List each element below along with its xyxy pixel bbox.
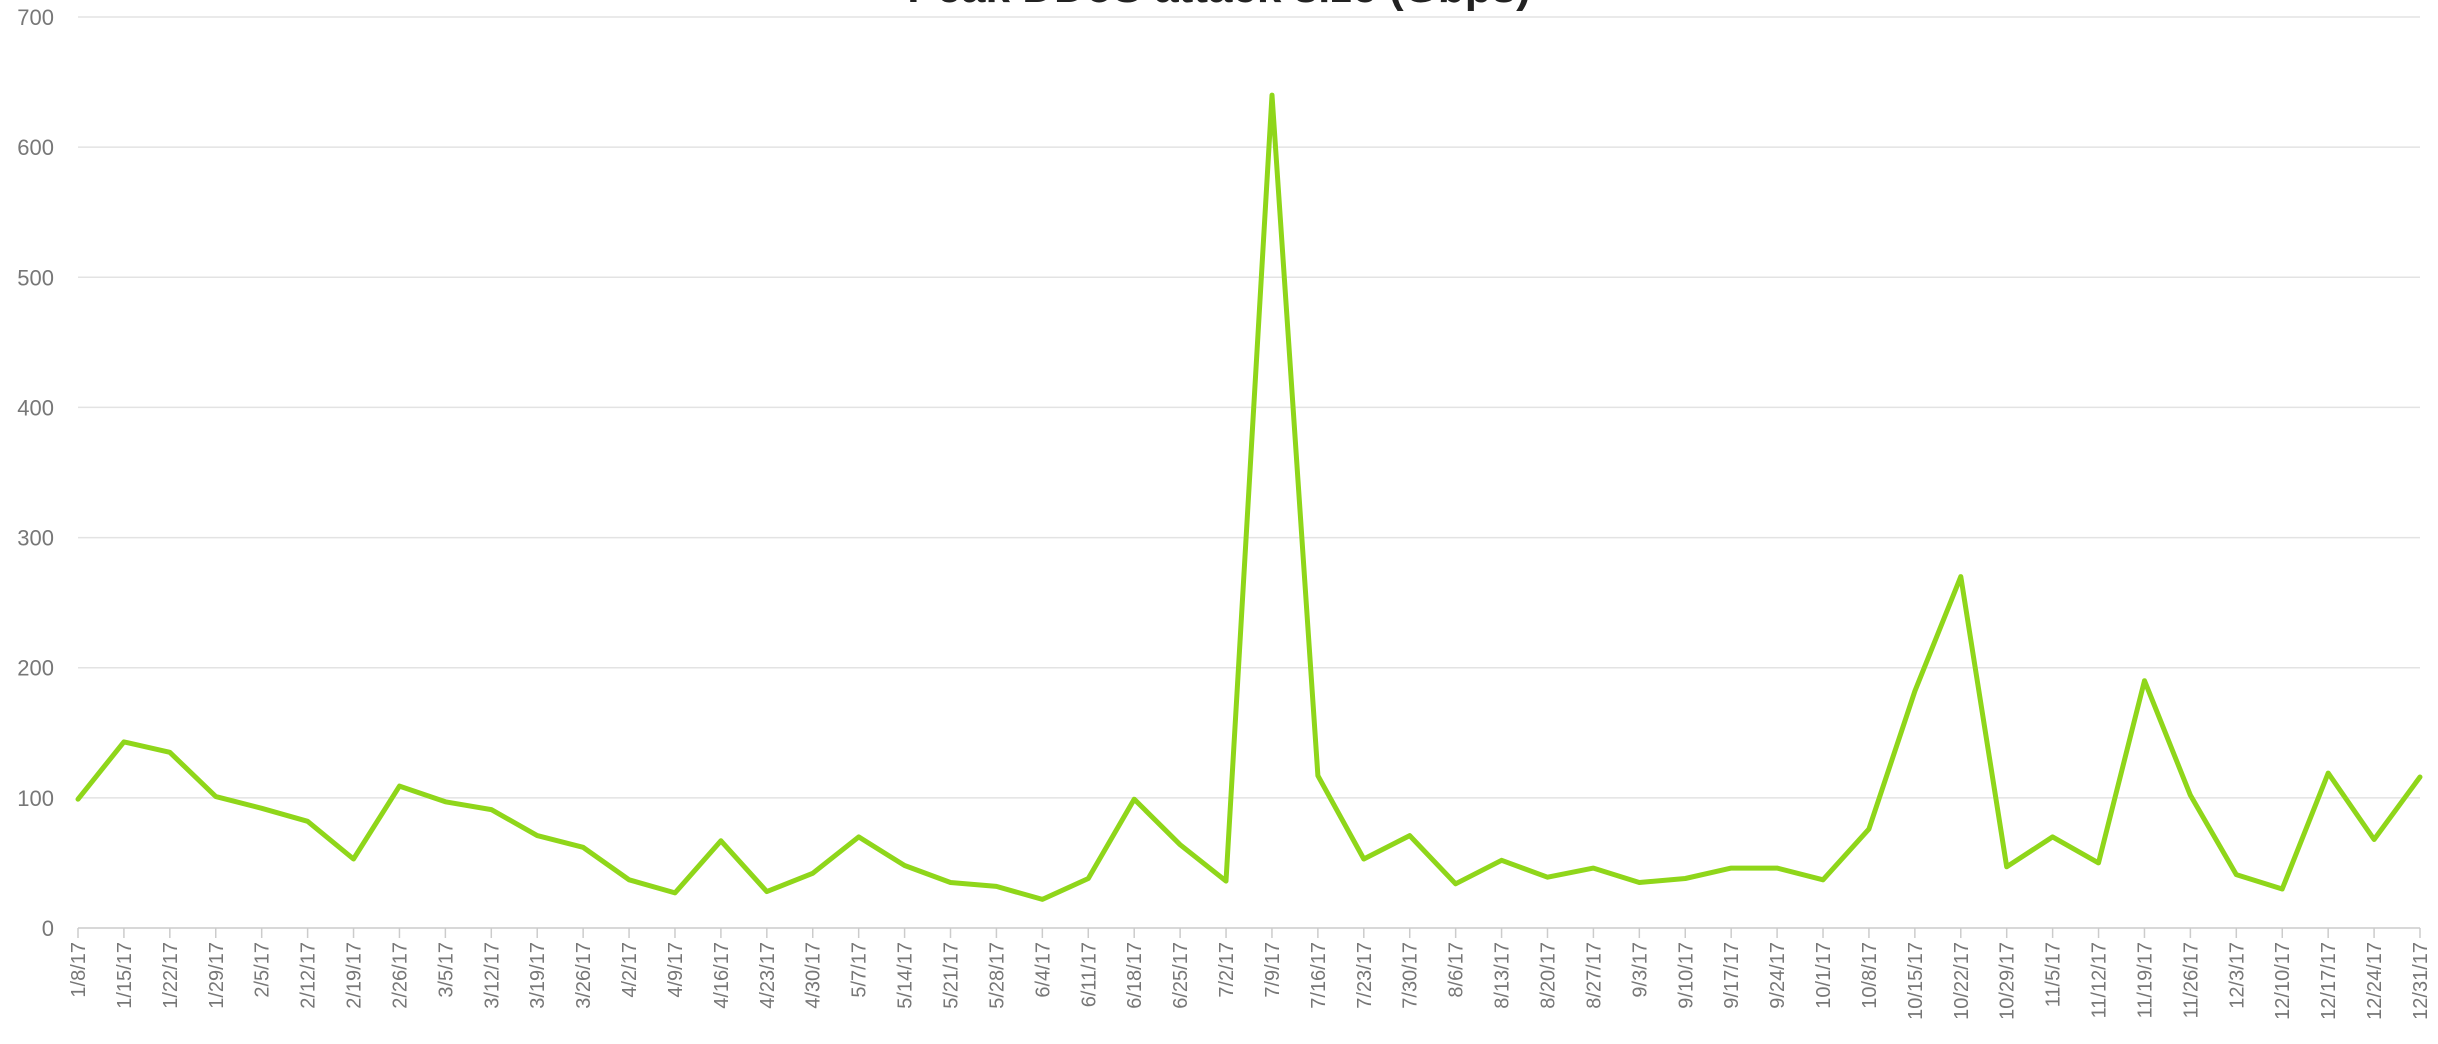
x-tick-label: 10/15/17: [1905, 942, 1927, 1020]
y-tick-label: 700: [17, 5, 54, 30]
x-tick-label: 7/2/17: [1216, 942, 1238, 998]
x-tick-label: 9/24/17: [1767, 942, 1789, 1009]
y-axis: 0 100 200 300 400 500 600 700: [17, 5, 54, 941]
x-tick-label: 11/12/17: [2089, 942, 2111, 1018]
x-tick-label: 12/24/17: [2364, 942, 2386, 1020]
x-tick-label: 12/3/17: [2226, 942, 2248, 1009]
x-axis-tick-labels: 1/8/17 1/15/17 1/22/17 1/29/17 2/5/17 2/12/17…: [68, 942, 2432, 1020]
x-tick-label: 2/5/17: [252, 942, 274, 998]
x-tick-label: 6/25/17: [1170, 942, 1192, 1009]
x-tick-label: 4/2/17: [619, 942, 641, 998]
x-tick-label: 11/26/17: [2180, 942, 2202, 1018]
x-tick-label: 9/3/17: [1629, 942, 1651, 998]
x-tick-label: 4/16/17: [711, 942, 733, 1009]
x-tick-label: 7/9/17: [1262, 942, 1284, 998]
x-tick-label: 10/1/17: [1813, 942, 1835, 1009]
gridlines: [78, 16, 2420, 799]
x-tick-label: 4/23/17: [757, 942, 779, 1009]
y-tick-label: 600: [17, 135, 54, 160]
y-tick-label: 300: [17, 526, 54, 551]
x-tick-label: 9/10/17: [1675, 942, 1697, 1009]
x-tick-label: 7/16/17: [1308, 942, 1330, 1009]
y-tick-label: 0: [42, 916, 54, 941]
x-tick-label: 8/27/17: [1583, 942, 1605, 1009]
x-tick-label: 10/22/17: [1951, 942, 1973, 1020]
x-tick-label: 3/26/17: [573, 942, 595, 1009]
y-tick-label: 200: [17, 656, 54, 681]
x-tick-label: 2/26/17: [389, 942, 411, 1009]
y-tick-label: 100: [17, 786, 54, 811]
x-tick-label: 1/8/17: [68, 942, 90, 998]
x-axis: [77, 927, 2421, 938]
x-tick-label: 9/17/17: [1721, 942, 1743, 1009]
x-tick-label: 3/12/17: [481, 942, 503, 1009]
x-tick-label: 7/30/17: [1400, 942, 1422, 1009]
x-tick-label: 1/15/17: [114, 942, 136, 1009]
x-tick-label: 12/10/17: [2272, 942, 2294, 1020]
x-tick-label: 5/14/17: [895, 942, 917, 1009]
x-tick-label: 6/4/17: [1032, 942, 1054, 998]
x-tick-label: 6/18/17: [1124, 942, 1146, 1009]
x-tick-label: 2/19/17: [344, 942, 366, 1009]
x-tick-label: 1/22/17: [160, 942, 182, 1009]
x-tick-label: 2/12/17: [298, 942, 320, 1009]
x-tick-label: 7/23/17: [1354, 942, 1376, 1009]
x-tick-label: 10/29/17: [1997, 942, 2019, 1020]
x-tick-label: 6/11/17: [1078, 942, 1100, 1007]
x-tick-label: 5/21/17: [941, 942, 963, 1009]
x-tick-label: 12/17/17: [2318, 942, 2340, 1020]
x-tick-label: 4/9/17: [665, 942, 687, 998]
x-tick-label: 8/20/17: [1537, 942, 1559, 1009]
x-tick-label: 3/19/17: [527, 942, 549, 1009]
x-tick-label: 8/6/17: [1446, 942, 1468, 998]
y-tick-label: 500: [17, 265, 54, 290]
x-tick-label: 12/31/17: [2410, 942, 2432, 1020]
x-tick-label: 11/5/17: [2043, 942, 2065, 1007]
x-tick-label: 5/28/17: [986, 942, 1008, 1009]
x-tick-label: 3/5/17: [435, 942, 457, 998]
x-tick-label: 5/7/17: [849, 942, 871, 998]
x-tick-label: 10/8/17: [1859, 942, 1881, 1009]
x-tick-label: 8/13/17: [1492, 942, 1514, 1009]
x-tick-label: 11/19/17: [2134, 942, 2156, 1018]
series: [75, 92, 2423, 902]
y-tick-label: 400: [17, 395, 54, 420]
x-tick-label: 4/30/17: [803, 942, 825, 1009]
x-tick-label: 1/29/17: [206, 942, 228, 1009]
series-line: [75, 92, 2423, 902]
chart-title: Peak DDoS attack size (Gbps): [907, 0, 1531, 12]
